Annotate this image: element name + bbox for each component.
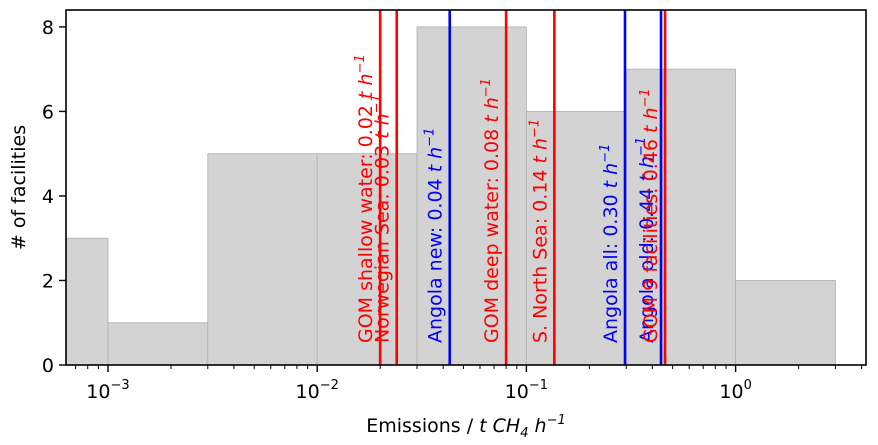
y-tick-label: 2 — [42, 270, 54, 292]
reference-line-label: Norwegian Sea: 0.03 t h−1 — [370, 94, 394, 343]
histogram-bar — [107, 322, 209, 365]
y-tick-label: 6 — [42, 101, 54, 123]
y-tick-label: 4 — [42, 186, 54, 208]
x-tick-label: 100 — [719, 378, 751, 403]
reference-line-label: S. North Sea: 0.14 t h−1 — [527, 119, 551, 343]
reference-line-label: GOM shallow water: 0.02 t h−1 — [353, 54, 377, 343]
histogram-bar — [525, 111, 627, 365]
x-tick-label: 10−2 — [296, 378, 339, 403]
histogram-bar — [625, 68, 737, 365]
x-tick-label: 10−1 — [505, 378, 548, 403]
y-axis-label: # of facilities — [8, 125, 30, 250]
y-tick-label: 8 — [42, 17, 54, 39]
histogram-bar — [416, 26, 527, 365]
histogram-bar — [316, 153, 418, 365]
histogram-bars — [66, 26, 836, 365]
plot-frame — [65, 9, 867, 366]
reference-line-label: Angola all: 0.30 t h−1 — [598, 144, 622, 343]
reference-line-label: GOM 9 facilities: 0.46 t h−1 — [638, 88, 662, 343]
reference-line-label: Angola new: 0.04 t h−1 — [423, 128, 447, 343]
reference-line-label: GOM deep water: 0.08 t h−1 — [479, 78, 503, 343]
y-tick-label: 0 — [42, 355, 54, 377]
histogram-bar — [207, 153, 318, 365]
histogram-bar — [735, 280, 836, 365]
x-axis: 10−3 10−2 10−1 100 — [75, 365, 863, 403]
histogram-bar — [66, 237, 109, 365]
reference-line-label: Angola old: 0.44 t h−1 — [634, 137, 658, 343]
x-tick-label: 10−3 — [86, 378, 129, 403]
x-axis-label: Emissions / t CH4 h−1 — [366, 413, 566, 441]
y-axis: 0 2 4 6 8 — [42, 17, 66, 377]
